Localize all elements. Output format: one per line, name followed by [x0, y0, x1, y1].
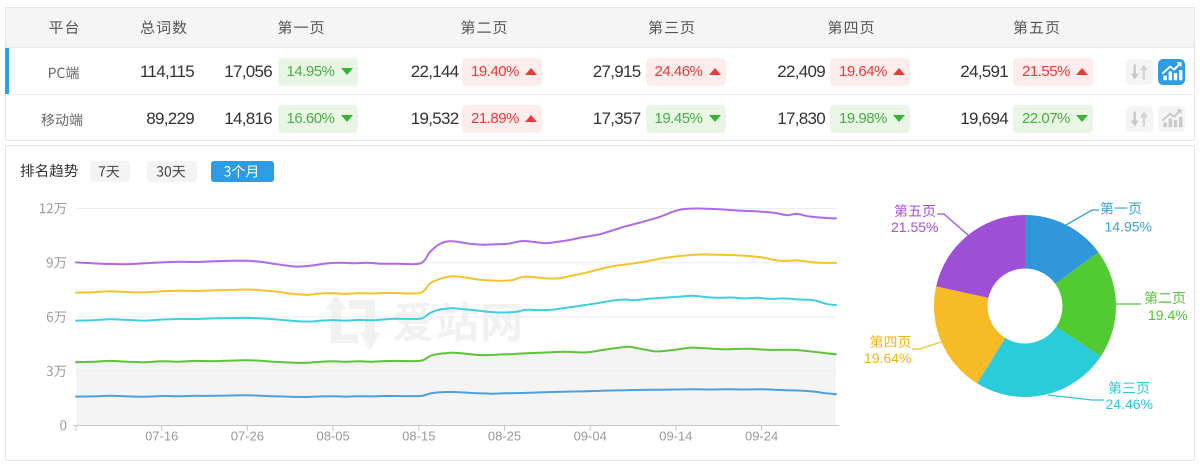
svg-text:24.46%: 24.46%: [1106, 396, 1153, 412]
svg-text:08-15: 08-15: [402, 429, 435, 444]
svg-text:19.64%: 19.64%: [864, 350, 911, 366]
svg-text:07-26: 07-26: [231, 429, 264, 444]
svg-text:08-25: 08-25: [488, 429, 521, 444]
svg-text:09-14: 09-14: [659, 429, 692, 444]
svg-text:09-04: 09-04: [574, 429, 607, 444]
svg-text:08-05: 08-05: [316, 429, 349, 444]
svg-text:07-16: 07-16: [145, 429, 178, 444]
svg-text:19.4%: 19.4%: [1148, 307, 1188, 323]
svg-text:09-24: 09-24: [745, 429, 778, 444]
svg-text:14.95%: 14.95%: [1105, 219, 1152, 235]
svg-text:21.55%: 21.55%: [891, 219, 938, 235]
